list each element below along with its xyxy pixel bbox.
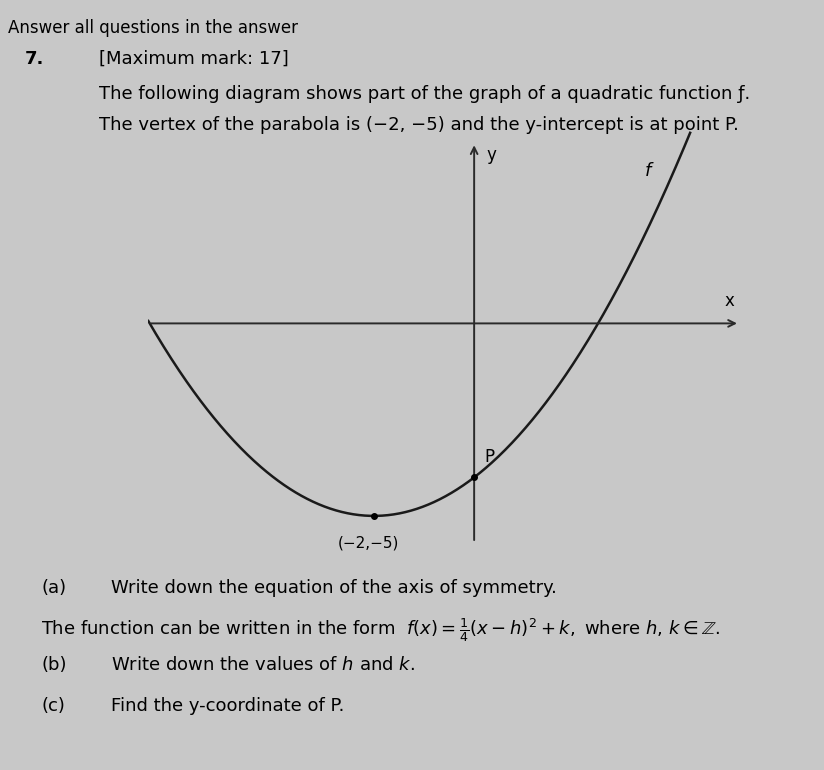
Text: P: P xyxy=(485,448,494,466)
Text: 7.: 7. xyxy=(25,50,44,68)
Text: f: f xyxy=(644,162,651,179)
Text: The following diagram shows part of the graph of a quadratic function ƒ.: The following diagram shows part of the … xyxy=(99,85,750,102)
Text: Write down the equation of the axis of symmetry.: Write down the equation of the axis of s… xyxy=(111,579,557,597)
Text: (b): (b) xyxy=(41,656,67,674)
Text: Write down the values of $h$ and $k$.: Write down the values of $h$ and $k$. xyxy=(111,656,415,674)
Text: The function can be written in the form  $f(x)=\frac{1}{4}(x-h)^{2}+k$$,$ where : The function can be written in the form … xyxy=(41,616,721,644)
Text: Answer all questions in the answer: Answer all questions in the answer xyxy=(8,19,298,37)
Text: [Maximum mark: 17]: [Maximum mark: 17] xyxy=(99,50,288,68)
Text: (a): (a) xyxy=(41,579,66,597)
Text: The vertex of the parabola is (−2, −5) and the y-intercept is at point P.: The vertex of the parabola is (−2, −5) a… xyxy=(99,116,739,133)
Text: y: y xyxy=(487,146,497,164)
Text: Find the y-coordinate of P.: Find the y-coordinate of P. xyxy=(111,697,344,715)
Text: (−2,−5): (−2,−5) xyxy=(338,535,400,550)
Text: x: x xyxy=(725,292,735,310)
Text: (c): (c) xyxy=(41,697,65,715)
